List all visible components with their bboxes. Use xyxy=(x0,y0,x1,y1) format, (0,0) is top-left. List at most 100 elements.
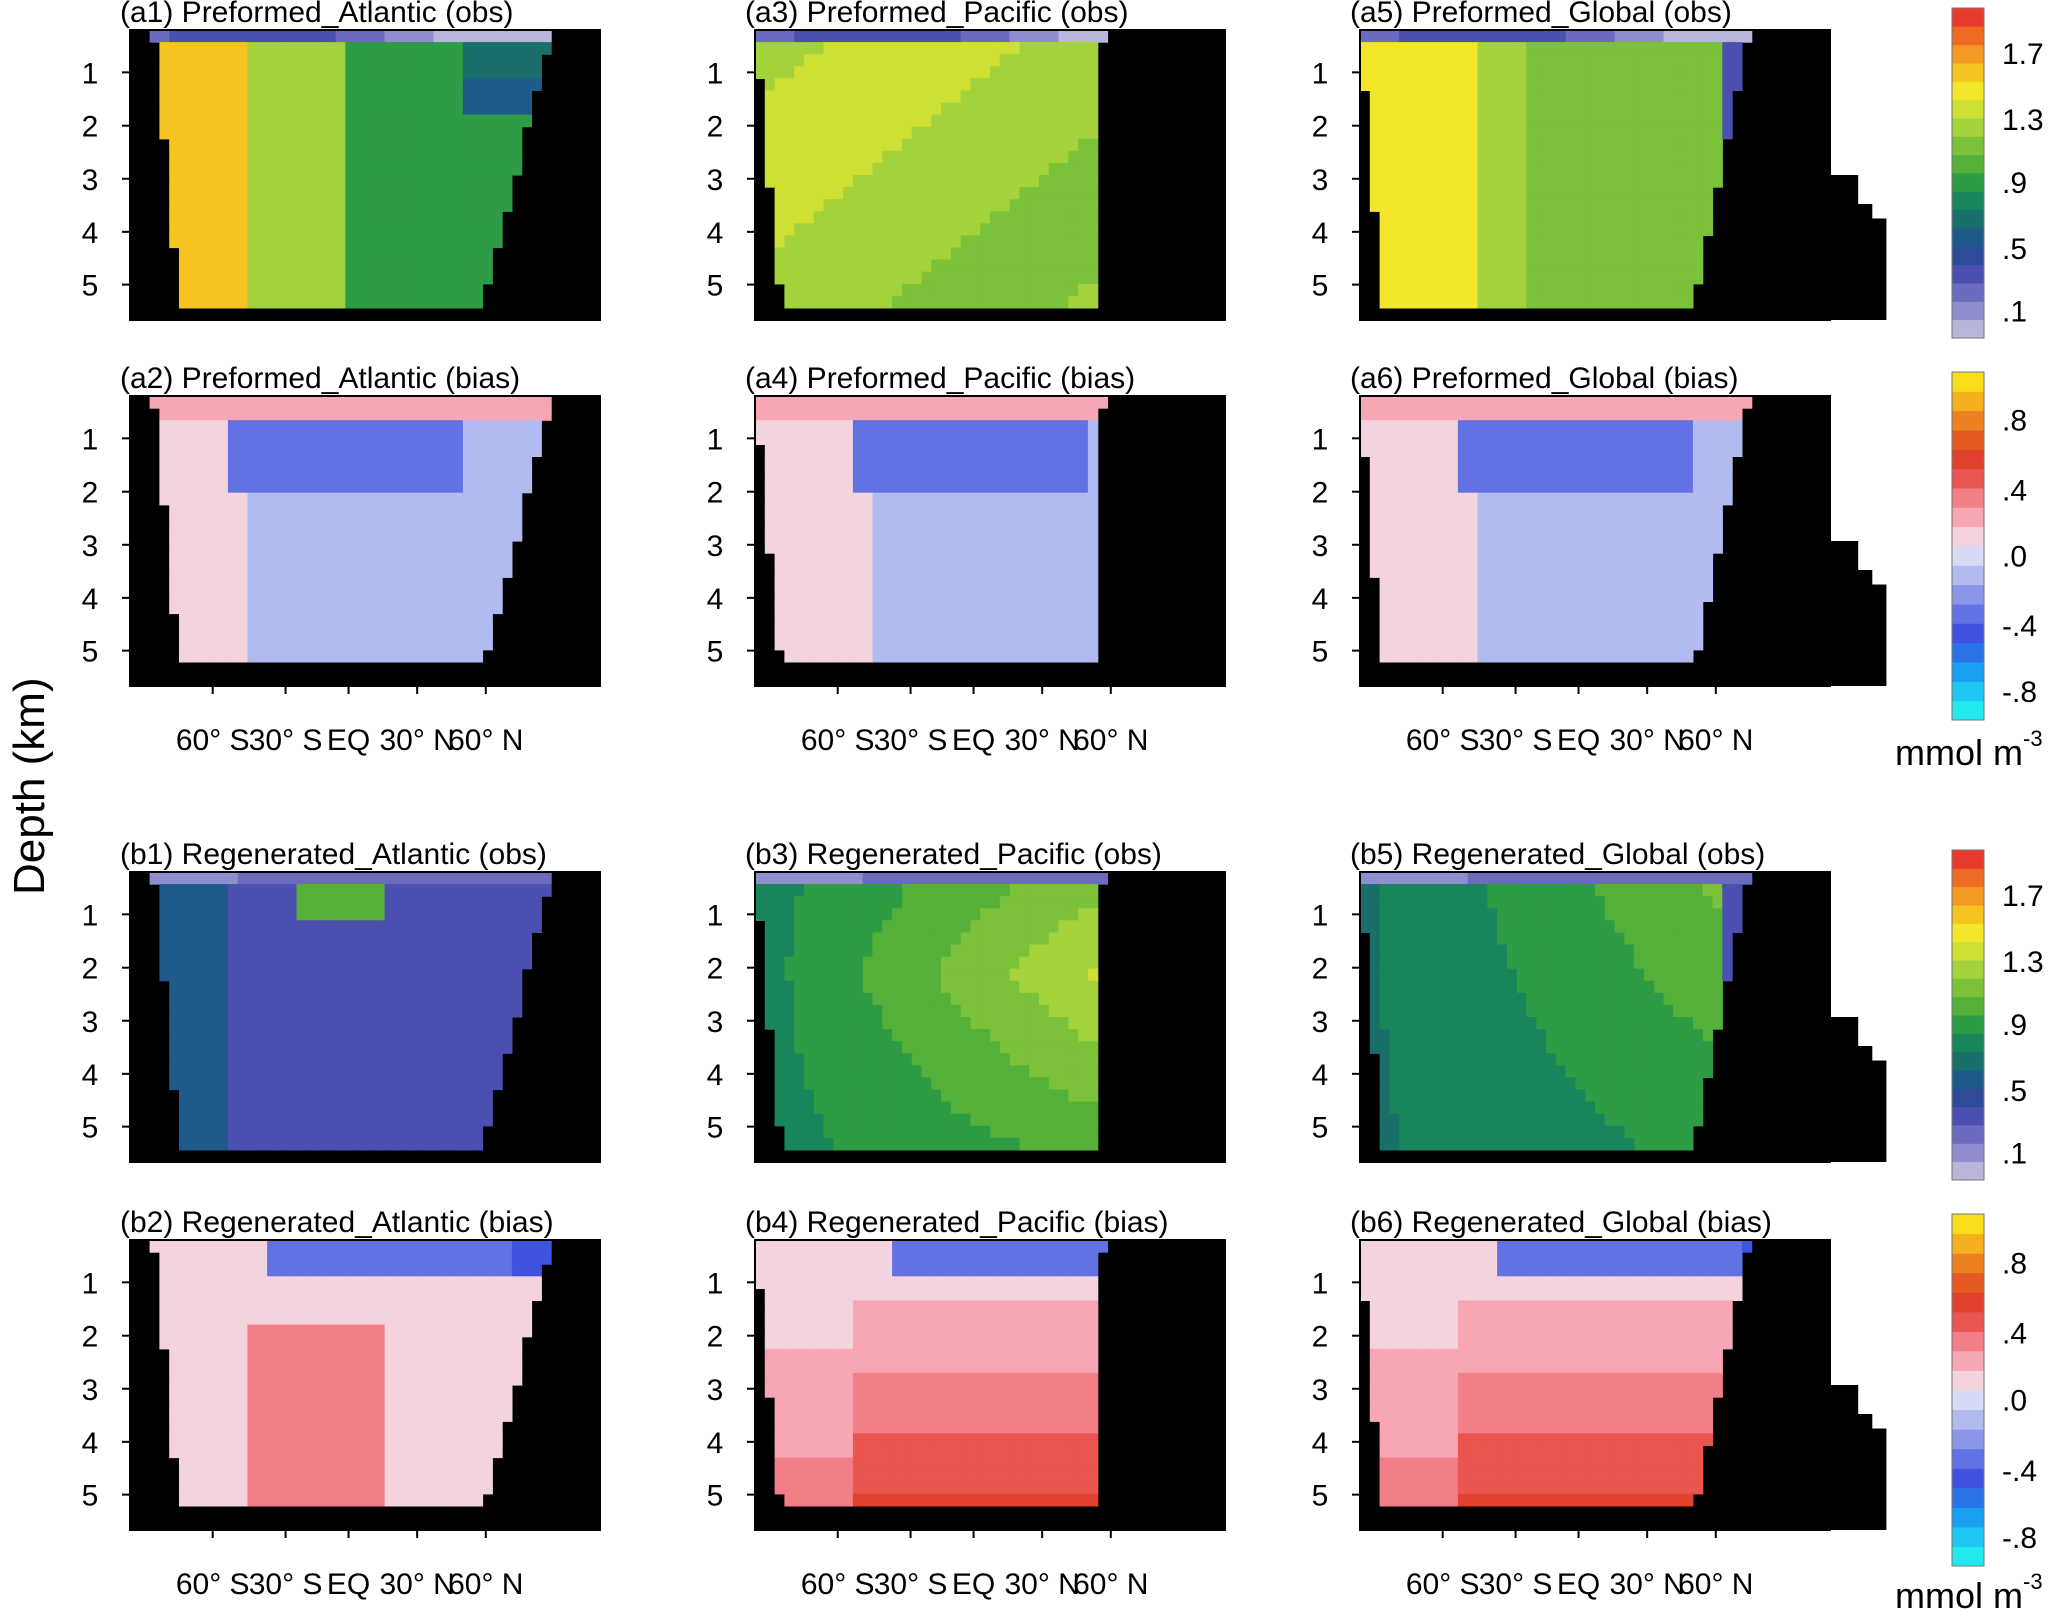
field-cell xyxy=(1049,296,1059,309)
field-cell xyxy=(394,127,404,140)
field-cell xyxy=(463,626,473,639)
y-tick-label: 5 xyxy=(1312,636,1329,669)
field-cell xyxy=(1517,469,1527,482)
field-cell xyxy=(228,420,238,433)
field-cell xyxy=(784,432,794,445)
field-cell xyxy=(873,408,883,421)
field-cell xyxy=(355,248,365,261)
field-cell xyxy=(902,139,912,152)
field-cell xyxy=(483,553,493,566)
field-cell xyxy=(248,432,258,445)
field-cell xyxy=(794,223,804,236)
field-cell xyxy=(1399,260,1409,273)
field-cell xyxy=(267,541,277,554)
field-cell xyxy=(1068,260,1078,273)
field-cell xyxy=(443,884,453,897)
field-cell xyxy=(1693,260,1703,273)
field-cell xyxy=(1029,626,1039,639)
field-cell xyxy=(1527,175,1537,188)
field-cell xyxy=(951,444,961,457)
field-cell xyxy=(882,529,892,542)
field-cell xyxy=(179,577,189,590)
field-cell xyxy=(424,408,434,421)
field-cell xyxy=(1409,469,1419,482)
field-cell xyxy=(873,601,883,614)
field-cell xyxy=(892,103,902,116)
field-cell xyxy=(1732,54,1742,67)
field-cell xyxy=(990,408,1000,421)
field-cell xyxy=(1605,626,1615,639)
field-cell xyxy=(336,541,346,554)
field-cell xyxy=(1673,54,1683,67)
field-cell xyxy=(1664,469,1674,482)
field-cell xyxy=(228,541,238,554)
field-cell xyxy=(1360,444,1370,457)
field-cell xyxy=(1605,30,1615,43)
field-cell xyxy=(345,469,355,482)
field-cell xyxy=(345,529,355,542)
field-cell xyxy=(1507,235,1517,248)
field-cell xyxy=(492,553,502,566)
field-cell xyxy=(355,565,365,578)
field-cell xyxy=(316,896,326,909)
field-cell xyxy=(385,396,395,409)
field-cell xyxy=(1664,272,1674,285)
field-cell xyxy=(228,103,238,116)
field-cell xyxy=(473,54,483,67)
field-cell xyxy=(1448,541,1458,554)
field-cell xyxy=(833,493,843,506)
field-cell xyxy=(1624,601,1634,614)
field-cell xyxy=(1497,626,1507,639)
field-cell xyxy=(1458,505,1468,518)
field-cell xyxy=(1664,199,1674,212)
field-cell xyxy=(492,187,502,200)
field-cell xyxy=(794,78,804,91)
field-cell xyxy=(902,151,912,164)
field-cell xyxy=(970,90,980,103)
field-cell xyxy=(912,78,922,91)
field-cell xyxy=(961,432,971,445)
y-tick-label: 2 xyxy=(707,477,724,510)
field-cell xyxy=(483,456,493,469)
field-cell xyxy=(385,553,395,566)
field-cell xyxy=(863,469,873,482)
field-cell xyxy=(453,493,463,506)
field-cell xyxy=(492,127,502,140)
field-cell xyxy=(941,260,951,273)
field-cell xyxy=(199,626,209,639)
field-cell xyxy=(1000,260,1010,273)
field-cell xyxy=(336,42,346,55)
field-cell xyxy=(941,272,951,285)
field-cell xyxy=(961,199,971,212)
field-cell xyxy=(1409,553,1419,566)
field-cell xyxy=(1419,90,1429,103)
field-cell xyxy=(1673,199,1683,212)
field-cell xyxy=(1438,517,1448,530)
field-cell xyxy=(277,211,287,224)
field-cell xyxy=(414,272,424,285)
field-cell xyxy=(306,541,316,554)
field-cell xyxy=(1078,115,1088,128)
field-cell xyxy=(1566,296,1576,309)
field-cell xyxy=(922,565,932,578)
field-cell xyxy=(189,103,199,116)
field-cell xyxy=(1088,589,1098,602)
field-cell xyxy=(1575,223,1585,236)
field-cell xyxy=(804,187,814,200)
field-cell xyxy=(218,650,228,663)
field-cell xyxy=(902,223,912,236)
field-cell xyxy=(1399,115,1409,128)
field-cell xyxy=(941,481,951,494)
field-cell xyxy=(1448,115,1458,128)
field-cell xyxy=(365,235,375,248)
field-cell xyxy=(365,223,375,236)
field-cell xyxy=(1624,396,1634,409)
field-cell xyxy=(1429,589,1439,602)
field-cell xyxy=(912,42,922,55)
field-cell xyxy=(1380,529,1390,542)
field-cell xyxy=(1634,139,1644,152)
field-cell xyxy=(248,115,258,128)
field-cell xyxy=(424,163,434,176)
field-cell xyxy=(434,163,444,176)
field-cell xyxy=(326,284,336,297)
